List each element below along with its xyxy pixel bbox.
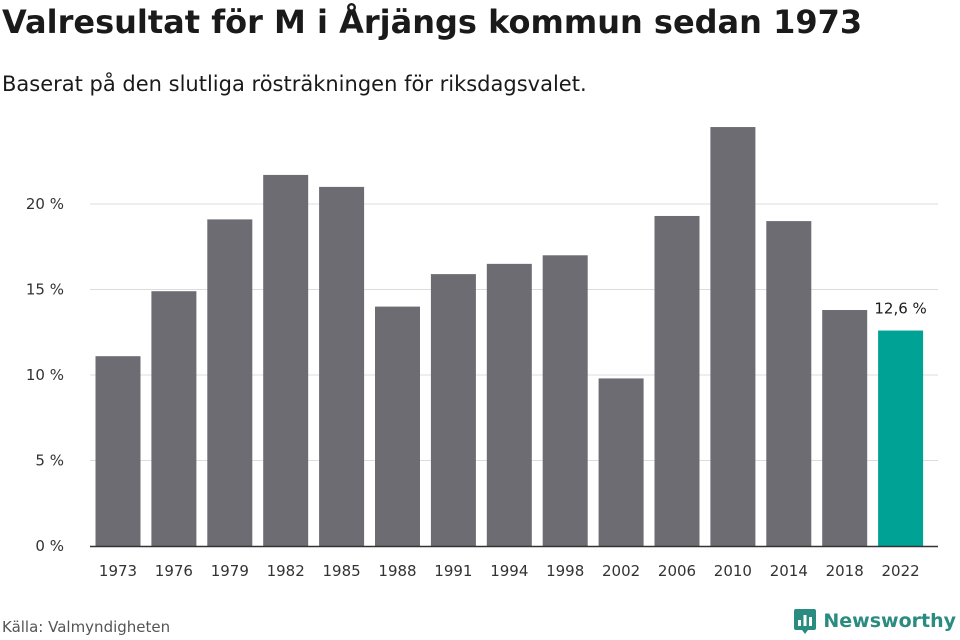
data-label: 12,6 % [874,300,926,318]
chart-title: Valresultat för M i Årjängs kommun sedan… [2,3,863,41]
bar-2002 [598,378,644,546]
bar-2006 [654,215,700,546]
y-tick-label: 5 % [35,452,64,470]
bar-1973 [95,356,141,546]
newsworthy-logo-icon [794,609,817,634]
x-tick-label: 2018 [826,562,864,580]
x-tick-label: 1982 [267,562,305,580]
bar-1988 [375,306,420,546]
y-tick-label: 0 % [35,537,64,555]
bar-2018 [822,310,868,546]
bar-2022 [878,330,924,546]
bar-2010 [710,127,756,547]
source-note: Källa: Valmyndigheten [2,618,171,636]
bar-1994 [486,263,532,546]
x-tick-label: 1991 [434,562,472,580]
x-tick-label: 1979 [211,562,249,580]
x-tick-label: 1976 [155,562,193,580]
x-tick-label: 2022 [882,562,920,580]
y-tick-labels: 0 % 5 % 10 % 15 % 20 % [26,195,64,555]
bar-1998 [542,255,588,547]
y-tick-label: 15 % [26,281,64,299]
x-tick-label: 1998 [546,562,584,580]
y-tick-label: 10 % [26,366,64,384]
x-tick-label: 2002 [602,562,640,580]
bar-1985 [319,186,365,546]
brand-name: Newsworthy [823,610,956,632]
chart-subtitle: Baserat på den slutliga rösträkningen fö… [2,72,587,96]
bar-chart: 0 %5 %10 %15 %20 % 1973 1976 1979 1982 1985 1… [26,127,938,580]
x-tick-labels: 1973 1976 1979 1982 1985 1988 1991 1994 1998 2002… [99,562,920,580]
x-tick-label: 2010 [714,562,752,580]
x-tick-label: 1985 [323,562,361,580]
x-tick-label: 2006 [658,562,696,580]
x-tick-label: 1973 [99,562,137,580]
brand-logo: Newsworthy [793,606,956,636]
bar-1979 [207,219,253,546]
x-tick-label: 1994 [490,562,528,580]
bars [95,127,924,547]
data-labels: 12,6 % [874,300,926,318]
x-tick-label: 1988 [378,562,416,580]
y-tick-label: 20 % [26,195,64,213]
bar-1976 [151,291,197,546]
bar-1982 [263,174,309,546]
x-tick-label: 2014 [770,562,808,580]
bar-2014 [766,221,812,546]
bar-1991 [430,274,476,546]
